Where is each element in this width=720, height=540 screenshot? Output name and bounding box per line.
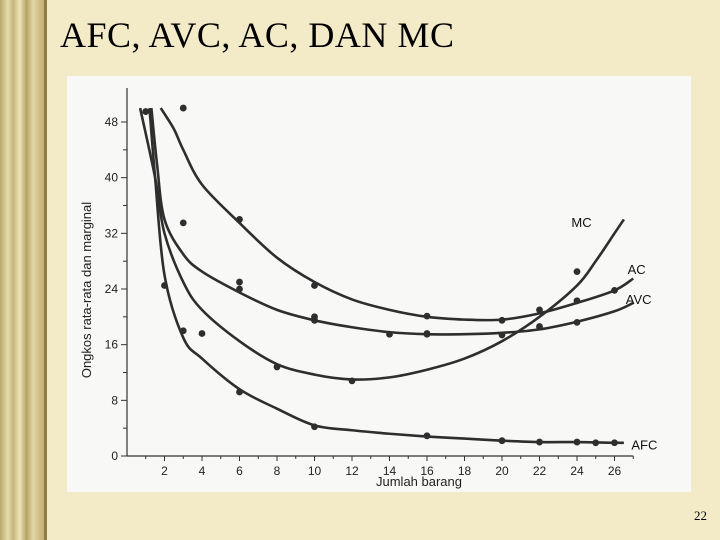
chart-panel: 0 8 16 24 32 40 48 2 4 6 8 10 12 14 16 18 20 22 24 26 MC AC A… [67, 76, 691, 492]
avc-point [573, 319, 581, 326]
mc-curve [138, 107, 625, 381]
mc-point [573, 268, 581, 276]
mc-point [179, 219, 187, 227]
y-tick-label: 32 [105, 226, 119, 240]
y-tick-label: 8 [111, 393, 118, 407]
afc-point [311, 423, 318, 431]
afc-point [161, 282, 168, 289]
ac-point [573, 297, 581, 305]
chart-text: Jumlah barang Ongkos rata-rata dan margi… [79, 202, 462, 489]
page-number: 22 [694, 508, 707, 523]
ac-point [179, 104, 187, 112]
x-tick-label: 12 [345, 464, 359, 478]
chart-curves: MC AC AVC AFC [138, 104, 657, 453]
x-tick-label: 4 [199, 464, 206, 478]
ac-curve [159, 107, 634, 322]
ac-point [311, 282, 318, 289]
y-tick-label: 24 [105, 282, 119, 296]
ac-label: AC [628, 262, 646, 277]
x-tick-label: 24 [570, 464, 584, 478]
ac-point [611, 286, 618, 294]
afc-curve [148, 107, 624, 445]
x-tick-label: 22 [533, 464, 547, 478]
afc-point [592, 439, 600, 447]
afc-point [198, 330, 206, 337]
avc-label: AVC [626, 292, 652, 307]
afc-point [273, 363, 281, 371]
y-tick-label: 40 [105, 171, 119, 185]
y-axis-label: Ongkos rata-rata dan marginal [79, 202, 94, 378]
decorative-left-border [0, 0, 44, 540]
x-tick-label: 18 [458, 464, 472, 478]
afc-point [536, 438, 543, 446]
ac-point [236, 216, 243, 223]
left-border-edge [44, 0, 47, 540]
afc-point [573, 438, 581, 446]
y-tick-label: 16 [105, 338, 119, 352]
x-tick-label: 8 [274, 464, 281, 478]
x-tick-label: 2 [161, 464, 168, 478]
x-tick-label: 14 [383, 464, 397, 478]
avc-curve [150, 107, 634, 336]
afc-point [236, 388, 243, 396]
x-tick-label: 6 [236, 464, 243, 478]
afc-point [498, 437, 506, 445]
slide-title: AFC, AVC, AC, DAN MC [60, 15, 455, 55]
avc-point [423, 330, 431, 337]
ac-point [423, 312, 431, 320]
x-tick-label: 26 [608, 464, 622, 478]
afc-label: AFC [631, 438, 657, 453]
mc-label: MC [571, 215, 591, 230]
avc-point [311, 316, 318, 324]
afc-point [611, 439, 618, 447]
afc-point [423, 432, 431, 440]
y-tick-label: 48 [105, 115, 119, 129]
afc-point [348, 377, 356, 385]
x-tick-label: 10 [308, 464, 322, 478]
ac-point [536, 306, 543, 314]
afc-point [179, 327, 187, 335]
x-axis-label: Jumlah barang [376, 474, 462, 489]
mc-point [142, 108, 150, 115]
y-tick-label: 0 [111, 449, 118, 463]
avc-point [236, 285, 243, 293]
x-tick-label: 16 [420, 464, 434, 478]
mc-point [236, 278, 243, 286]
x-tick-label: 20 [495, 464, 509, 478]
avc-point [536, 323, 543, 330]
ac-point [498, 316, 506, 324]
